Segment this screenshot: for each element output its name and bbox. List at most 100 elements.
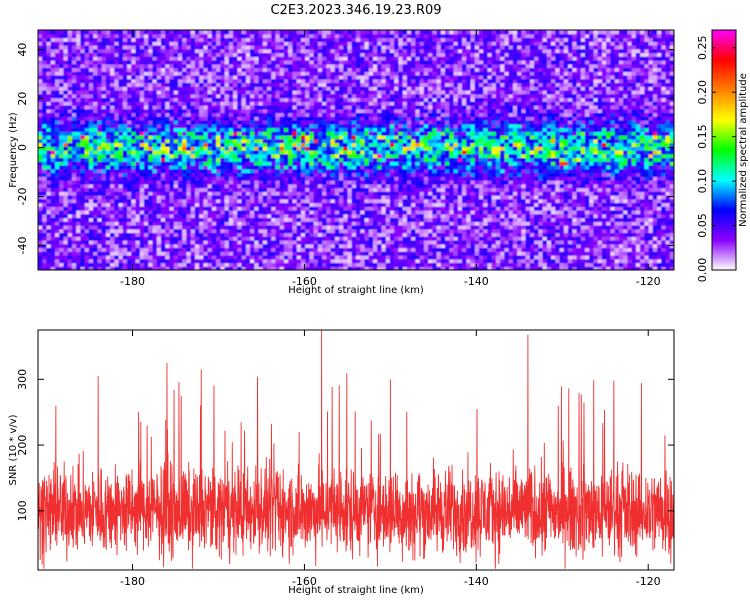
heatmap-cell	[271, 251, 277, 256]
spectrogram-cells	[38, 30, 674, 270]
heatmap-cell	[665, 198, 671, 204]
heatmap-cell	[118, 243, 124, 249]
heatmap-cell	[635, 161, 641, 166]
heatmap-cell	[657, 232, 662, 237]
heatmap-cell	[220, 142, 226, 147]
heatmap-cell	[42, 183, 48, 189]
heatmap-cell	[563, 243, 569, 249]
heatmap-cell	[555, 183, 561, 189]
heatmap-cell	[614, 221, 620, 226]
heatmap-cell	[139, 258, 145, 264]
heatmap-cell	[228, 198, 234, 204]
heatmap-cell	[601, 198, 607, 204]
heatmap-cell	[415, 172, 421, 177]
heatmap-cell	[580, 251, 586, 256]
heatmap-cell	[220, 180, 226, 185]
heatmap-cell	[657, 161, 662, 166]
heatmap-cell	[491, 217, 497, 222]
heatmap-cell	[127, 157, 132, 162]
heatmap-cell	[139, 202, 145, 207]
heatmap-cell	[512, 165, 518, 170]
heatmap-cell	[487, 172, 493, 177]
heatmap-cell	[640, 243, 645, 249]
heatmap-cell	[606, 183, 611, 189]
heatmap-cell	[233, 236, 238, 241]
heatmap-cell	[203, 210, 209, 215]
heatmap-cell	[347, 240, 353, 245]
heatmap-cell	[462, 176, 467, 181]
heatmap-cell	[368, 213, 374, 219]
heatmap-cell	[71, 232, 77, 237]
heatmap-cell	[160, 198, 166, 204]
heatmap-cell	[614, 198, 620, 204]
heatmap-cell	[398, 202, 404, 207]
heatmap-cell	[177, 262, 183, 267]
heatmap-cell	[356, 157, 361, 162]
heatmap-cell	[127, 221, 132, 226]
heatmap-cell	[199, 202, 204, 207]
heatmap-cell	[292, 150, 298, 155]
heatmap-cell	[661, 195, 667, 200]
heatmap-cell	[330, 221, 336, 226]
heatmap-cell	[648, 153, 654, 159]
heatmap-cell	[305, 236, 310, 241]
heatmap-cell	[317, 195, 323, 200]
heatmap-cell	[669, 240, 674, 245]
heatmap-cell	[300, 258, 306, 264]
heatmap-cell	[279, 221, 285, 226]
heatmap-cell	[529, 180, 535, 185]
heatmap-cell	[432, 251, 438, 256]
heatmap-cell	[330, 240, 336, 245]
heatmap-cell	[93, 213, 98, 219]
heatmap-cell	[559, 198, 565, 204]
heatmap-cell	[207, 258, 213, 264]
heatmap-cell	[644, 247, 650, 252]
heatmap-cell	[440, 251, 446, 256]
heatmap-cell	[580, 258, 586, 264]
heatmap-cell	[551, 213, 556, 219]
heatmap-cell	[148, 247, 154, 252]
heatmap-cell	[572, 228, 578, 234]
heatmap-cell	[288, 157, 293, 162]
heatmap-cell	[292, 206, 298, 211]
heatmap-cell	[640, 251, 645, 256]
heatmap-cell	[144, 202, 149, 207]
heatmap-cell	[135, 258, 141, 264]
heatmap-cell	[317, 150, 323, 155]
heatmap-cell	[228, 153, 234, 159]
heatmap-cell	[644, 187, 650, 192]
heatmap-cell	[283, 150, 289, 155]
heatmap-cell	[165, 191, 171, 196]
heatmap-cell	[288, 266, 293, 270]
heatmap-cell	[572, 258, 578, 264]
heatmap-cell	[122, 206, 128, 211]
heatmap-cell	[623, 150, 628, 155]
heatmap-cell	[110, 168, 115, 174]
heatmap-cell	[504, 247, 510, 252]
heatmap-cell	[521, 262, 527, 267]
heatmap-cell	[76, 202, 81, 207]
heatmap-cell	[568, 180, 573, 185]
heatmap-cell	[207, 187, 213, 192]
heatmap-cell	[453, 232, 459, 237]
heatmap-cell	[449, 236, 455, 241]
heatmap-cell	[313, 172, 319, 177]
heatmap-cell	[84, 142, 90, 147]
heatmap-cell	[101, 180, 107, 185]
heatmap-cell	[440, 150, 446, 155]
heatmap-cell	[657, 258, 662, 264]
heatmap-cell	[224, 228, 230, 234]
heatmap-cell	[568, 183, 573, 189]
heatmap-cell	[593, 146, 599, 151]
heatmap-cell	[618, 153, 624, 159]
heatmap-cell	[148, 153, 154, 159]
heatmap-cell	[322, 183, 327, 189]
heatmap-cell	[652, 150, 658, 155]
heatmap-cell	[593, 236, 599, 241]
heatmap-cell	[250, 153, 255, 159]
heatmap-cell	[470, 258, 476, 264]
heatmap-cell	[483, 191, 489, 196]
heatmap-cell	[71, 236, 77, 241]
heatmap-cell	[283, 195, 289, 200]
heatmap-cell	[42, 146, 48, 151]
